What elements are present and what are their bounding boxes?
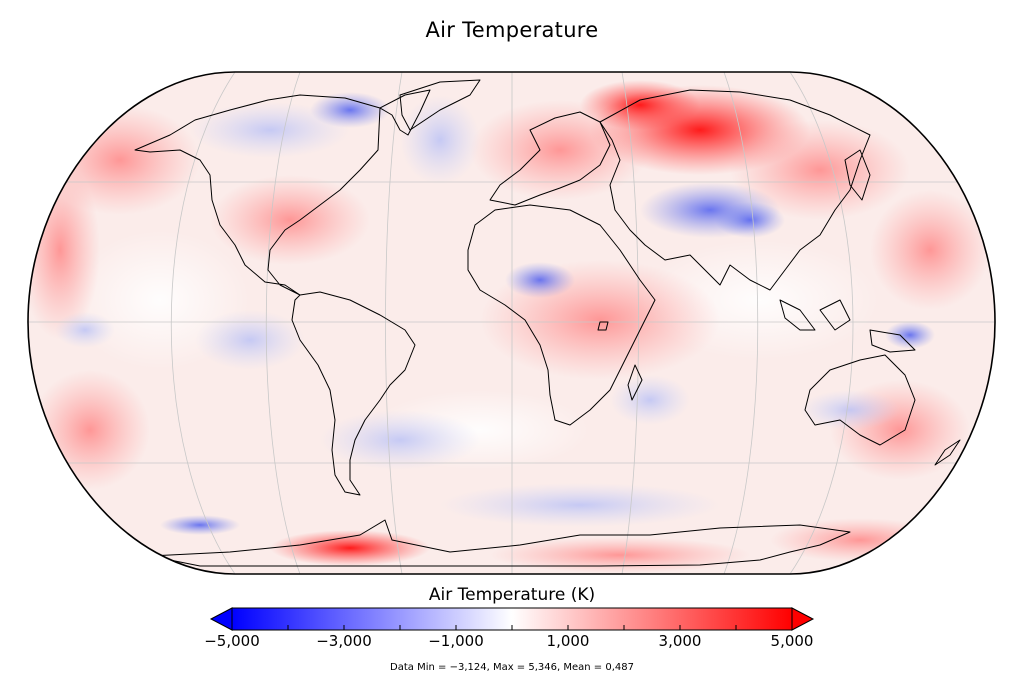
map-outline [27, 71, 996, 575]
data-statistics: Data Min = −3,124, Max = 5,346, Mean = 0… [390, 662, 634, 673]
graticule [28, 72, 995, 574]
coastlines [134, 79, 961, 567]
colorbar-tick-label: −3,000 [316, 632, 372, 650]
colorbar-tick-label: 3,000 [658, 632, 702, 650]
colorbar-tick-label: 5,000 [770, 632, 814, 650]
map-title: Air Temperature [425, 18, 599, 42]
colorbar-tick-label: −1,000 [428, 632, 484, 650]
colorbar-extend-high-arrow [791, 607, 815, 631]
world-map [27, 71, 996, 575]
colorbar-title: Air Temperature (K) [428, 585, 596, 605]
temperature-field [28, 72, 995, 574]
colorbar [209, 607, 815, 631]
colorbar-tick-label: −5,000 [204, 632, 260, 650]
colorbar-tick-label: 1,000 [546, 632, 590, 650]
colorbar-extend-low-arrow [209, 607, 233, 631]
